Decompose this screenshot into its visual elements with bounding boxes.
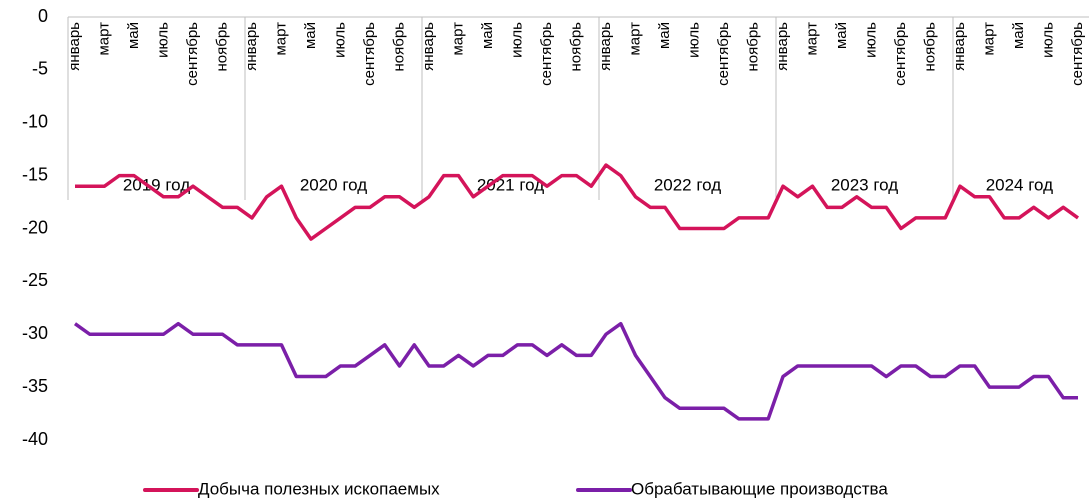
x-tick-label: май [656, 22, 673, 49]
x-tick-label: май [1010, 22, 1027, 49]
x-tick-label: ноябрь [921, 22, 938, 72]
y-tick-label: -25 [22, 270, 48, 290]
y-tick-label: -5 [32, 59, 48, 79]
x-tick-label: май [479, 22, 496, 49]
y-tick-label: -20 [22, 217, 48, 237]
x-tick-label: сентябрь [538, 22, 555, 86]
x-tick-label: сентябрь [184, 22, 201, 86]
x-tick-label: июль [331, 22, 348, 58]
x-tick-label: июль [685, 22, 702, 58]
x-tick-label: ноябрь [744, 22, 761, 72]
x-tick-label: январь [243, 22, 260, 71]
year-label: 2023 год [831, 175, 898, 194]
x-tick-label: март [95, 22, 112, 56]
x-tick-label: январь [951, 22, 968, 71]
y-tick-label: -35 [22, 376, 48, 396]
x-tick-label: сентябрь [361, 22, 378, 86]
y-tick-label: -10 [22, 112, 48, 132]
x-tick-label: январь [420, 22, 437, 71]
x-tick-label: ноябрь [567, 22, 584, 72]
x-tick-label: январь [66, 22, 83, 71]
x-tick-label: сентябрь [715, 22, 732, 86]
series-line [73, 321, 1078, 421]
legend-label: Обрабатывающие производства [631, 479, 888, 498]
x-tick-label: июль [1039, 22, 1056, 58]
x-tick-label: ноябрь [390, 22, 407, 72]
legend-label: Добыча полезных ископаемых [198, 479, 440, 498]
year-label: 2020 год [300, 175, 367, 194]
x-tick-label: май [302, 22, 319, 49]
year-label: 2022 год [654, 175, 721, 194]
x-tick-label: сентябрь [1069, 22, 1086, 86]
x-tick-label: май [833, 22, 850, 49]
y-tick-label: -15 [22, 164, 48, 184]
x-tick-label: январь [597, 22, 614, 71]
x-tick-label: март [803, 22, 820, 56]
x-tick-label: ноябрь [213, 22, 230, 72]
x-tick-label: март [449, 22, 466, 56]
y-tick-label: -30 [22, 323, 48, 343]
x-tick-label: июль [508, 22, 525, 58]
x-tick-label: январь [774, 22, 791, 71]
x-tick-label: сентябрь [892, 22, 909, 86]
x-tick-label: март [272, 22, 289, 56]
series-line [75, 163, 1080, 241]
y-tick-label: -40 [22, 429, 48, 449]
year-label: 2024 год [986, 175, 1053, 194]
x-tick-label: март [980, 22, 997, 56]
x-tick-label: июль [862, 22, 879, 58]
x-tick-label: май [125, 22, 142, 49]
x-tick-label: март [626, 22, 643, 56]
x-tick-label: июль [154, 22, 171, 58]
y-tick-label: 0 [38, 6, 48, 26]
